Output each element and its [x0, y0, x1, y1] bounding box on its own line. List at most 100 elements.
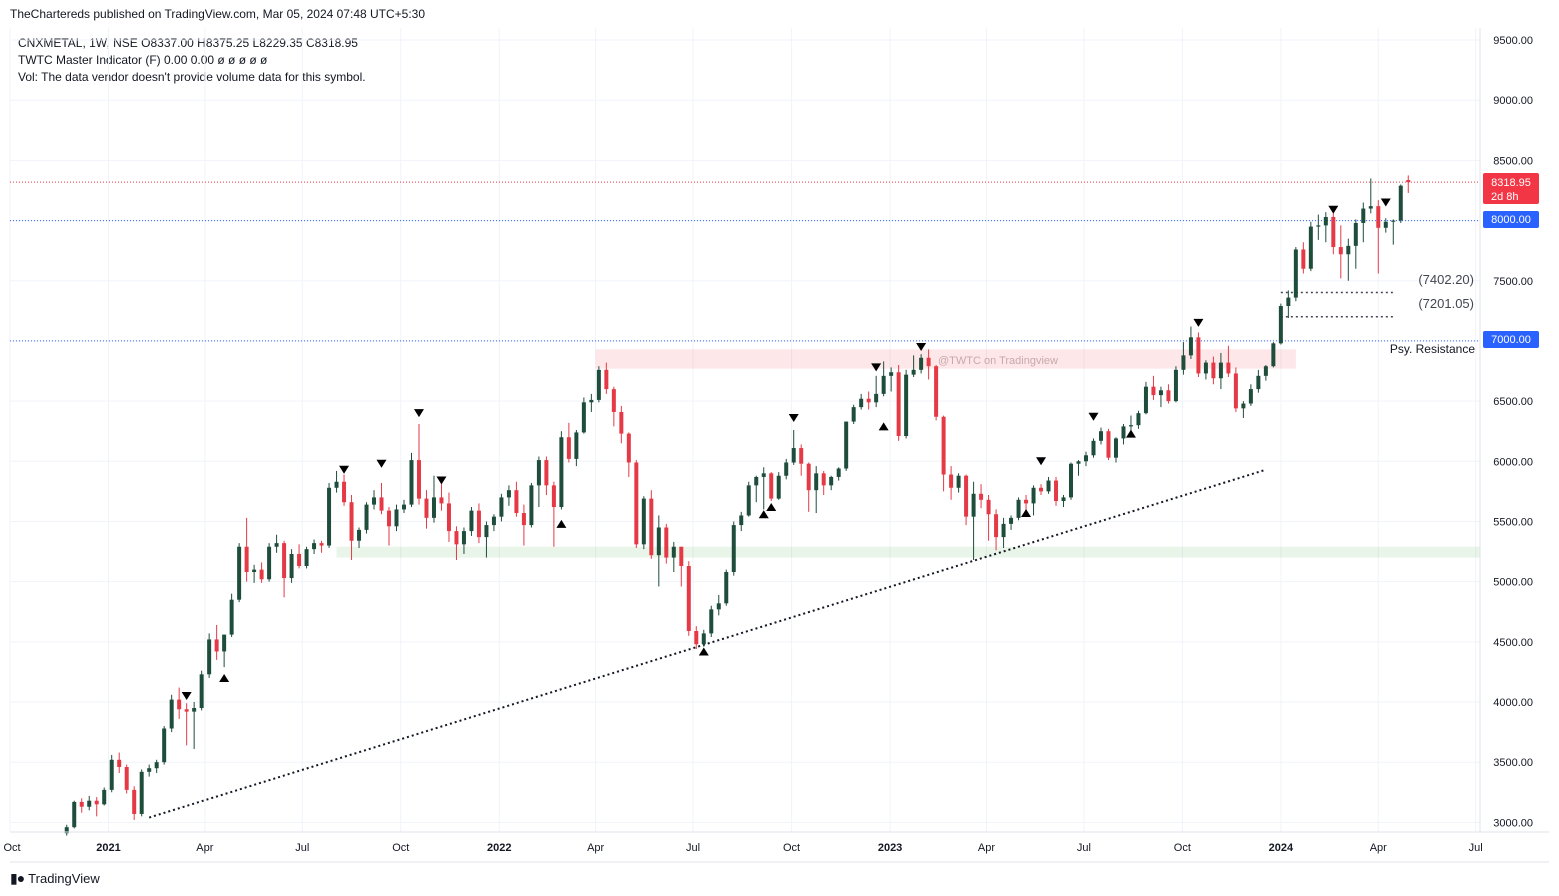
candle	[529, 482, 534, 528]
candle	[1143, 381, 1148, 415]
candle-body	[387, 510, 392, 527]
candle-body	[994, 514, 999, 538]
candle	[799, 444, 804, 476]
candle	[469, 507, 474, 536]
candle-body	[229, 599, 234, 635]
up-arrow-marker	[1021, 509, 1032, 518]
candle-body	[776, 475, 781, 499]
candle	[439, 484, 444, 511]
y-tick-label: 4000.00	[1493, 697, 1533, 709]
down-arrow-marker	[1088, 412, 1099, 421]
down-arrow-marker	[436, 476, 447, 485]
candle	[394, 504, 399, 532]
candle-body	[192, 708, 197, 712]
candle	[589, 393, 594, 412]
candle	[551, 481, 556, 547]
levels	[10, 181, 1480, 342]
candle-body	[1166, 390, 1171, 402]
candle-body	[859, 398, 864, 408]
candle	[881, 361, 886, 397]
candle-body	[1211, 362, 1216, 379]
x-tick-label: Oct	[3, 842, 20, 854]
candle-body	[1256, 375, 1261, 390]
candle	[147, 764, 152, 777]
candle-body	[394, 509, 399, 527]
candle	[461, 527, 466, 554]
candle-body	[1226, 362, 1231, 374]
candle	[656, 515, 661, 587]
candle	[559, 431, 564, 510]
candle	[1218, 352, 1223, 390]
footer-brand[interactable]: TradingView	[28, 871, 100, 886]
candle	[229, 593, 234, 638]
candle	[566, 422, 571, 463]
last-price-value: 8318.95	[1491, 177, 1531, 189]
candle-body	[694, 631, 699, 645]
candle	[372, 490, 377, 510]
x-tick-label: 2023	[878, 842, 902, 854]
candle-body	[289, 553, 294, 579]
candle	[117, 752, 122, 774]
x-tick-label: Apr	[587, 842, 604, 854]
candle-body	[844, 421, 849, 469]
candle-body	[87, 800, 92, 807]
candle-body	[746, 485, 751, 516]
candle-body	[626, 433, 631, 463]
candle	[679, 546, 684, 587]
candle	[222, 634, 227, 668]
candle-body	[1278, 306, 1283, 344]
candle	[184, 703, 189, 746]
up-arrow-marker	[878, 422, 889, 431]
candle	[761, 467, 766, 510]
candle	[1286, 290, 1291, 319]
candle	[754, 475, 759, 503]
candle	[634, 460, 639, 548]
candle-body	[1031, 487, 1036, 504]
candle	[1128, 415, 1133, 432]
down-arrow-marker	[1380, 198, 1391, 207]
candle-body	[102, 789, 107, 805]
candle	[1226, 345, 1231, 378]
candle-body	[866, 398, 871, 403]
candle-body	[1218, 362, 1223, 379]
candle	[1256, 369, 1261, 393]
candle	[484, 521, 489, 558]
candle-body	[439, 497, 444, 504]
candle-body	[282, 543, 287, 579]
candle-body	[971, 493, 976, 517]
legend-symbol-ohlc[interactable]: CNXMETAL, 1W, NSE O8337.00 H8375.25 L822…	[18, 36, 358, 50]
candle-body	[237, 546, 242, 600]
price-tags: 8318.95 2d 8h 8000.00 7000.00	[1483, 173, 1539, 348]
candle	[1196, 332, 1201, 378]
candle-body	[1151, 386, 1156, 396]
candle	[1113, 437, 1118, 463]
level-tag-8000	[1483, 211, 1539, 228]
candle	[956, 473, 961, 493]
candle	[776, 472, 781, 500]
candle	[446, 492, 451, 542]
candle-body	[754, 476, 759, 486]
candle-body	[169, 699, 174, 729]
level-tag-8000-text: 8000.00	[1491, 214, 1531, 226]
up-arrow-marker	[219, 673, 230, 682]
candle	[1001, 517, 1006, 548]
candle	[1098, 427, 1103, 445]
y-tick-label: 4500.00	[1493, 637, 1533, 649]
candle-body	[184, 709, 189, 712]
candle	[387, 507, 392, 546]
tradingview-logo-icon[interactable]: ▮●	[10, 870, 25, 886]
candle	[289, 549, 294, 583]
x-tick-label: Oct	[1174, 842, 1191, 854]
candle-body	[619, 411, 624, 434]
grid	[9, 28, 1480, 832]
candle	[327, 482, 332, 548]
candle	[1278, 303, 1283, 345]
candle-body	[1331, 216, 1336, 248]
candle-body	[259, 569, 264, 580]
candle-body	[424, 498, 429, 518]
candle-body	[139, 771, 144, 814]
candle	[829, 475, 834, 491]
candle-body	[881, 375, 886, 394]
x-tick-label: 2022	[487, 842, 511, 854]
